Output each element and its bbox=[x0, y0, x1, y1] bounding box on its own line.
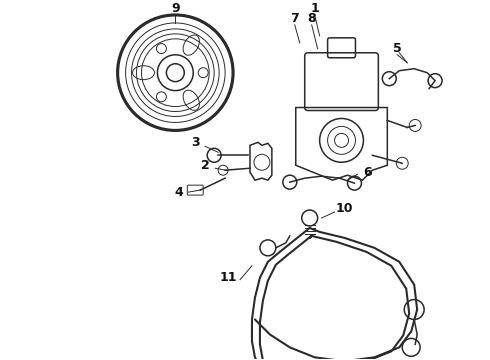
Text: 10: 10 bbox=[336, 202, 353, 215]
Text: 8: 8 bbox=[307, 13, 316, 26]
Text: 7: 7 bbox=[291, 13, 299, 26]
Text: 3: 3 bbox=[191, 136, 199, 149]
Text: 1: 1 bbox=[310, 3, 319, 15]
Text: 2: 2 bbox=[201, 159, 210, 172]
Text: 5: 5 bbox=[393, 42, 402, 55]
Text: 6: 6 bbox=[363, 166, 372, 179]
Text: 9: 9 bbox=[171, 3, 180, 15]
Text: 11: 11 bbox=[220, 271, 237, 284]
Text: 4: 4 bbox=[174, 186, 183, 199]
